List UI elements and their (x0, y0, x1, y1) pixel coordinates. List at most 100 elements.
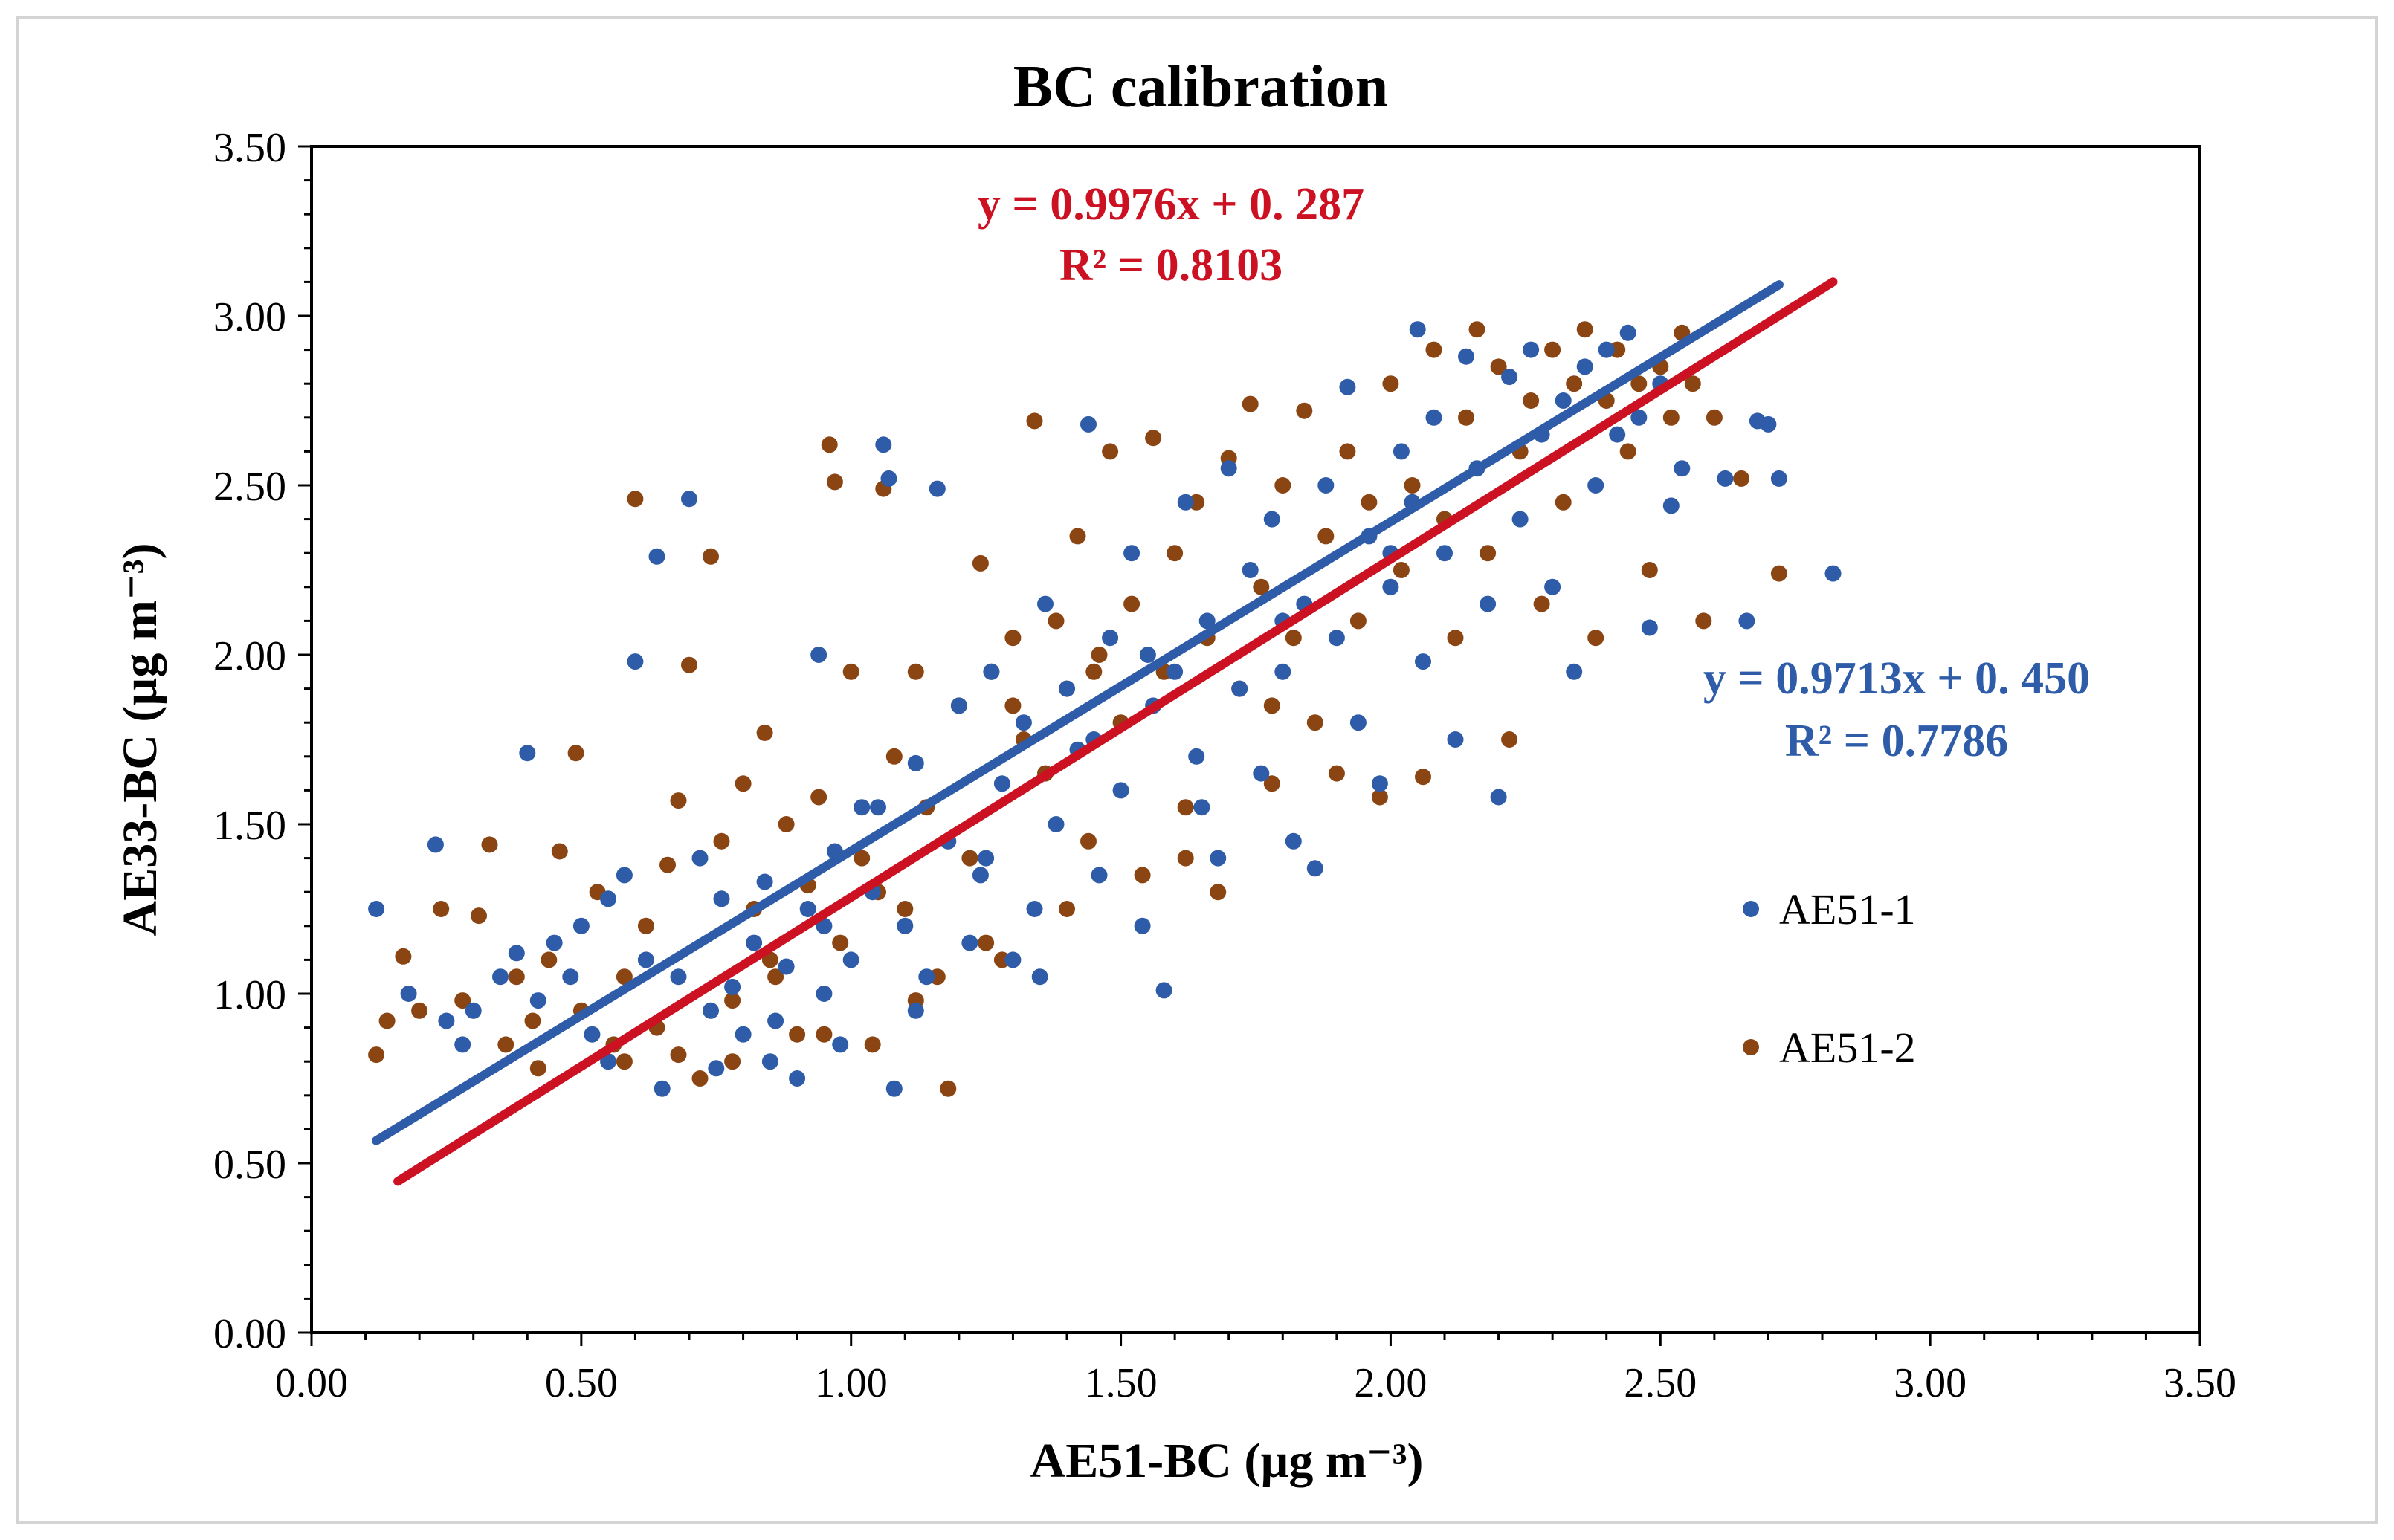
data-point (907, 1002, 924, 1019)
data-point (1091, 647, 1108, 663)
data-point (1274, 663, 1291, 680)
data-point (1447, 630, 1464, 647)
data-point (1339, 443, 1356, 460)
legend-item-ae51-1[interactable]: AE51-1 (1743, 885, 1916, 934)
x-tick-label: 2.50 (1624, 1360, 1697, 1406)
data-point (950, 697, 967, 714)
data-point (1619, 443, 1636, 460)
data-point (1706, 409, 1723, 426)
x-tick-label: 1.50 (1085, 1360, 1158, 1406)
data-point (427, 836, 444, 853)
data-point (529, 992, 546, 1009)
data-point (1306, 860, 1323, 877)
data-point (1026, 901, 1043, 917)
data-point (907, 754, 924, 771)
data-point (1026, 412, 1043, 430)
data-point (854, 799, 871, 816)
data-point (1533, 595, 1550, 612)
data-point (1242, 562, 1259, 578)
data-point (1598, 341, 1615, 358)
data-point (907, 663, 924, 680)
data-point (1555, 392, 1572, 409)
data-point (1576, 358, 1593, 375)
trendline-ae51-2 (393, 277, 1838, 1186)
y-axis: 0.00 0.50 1.00 1.50 2.00 2.50 3.00 3.50 (213, 125, 312, 1357)
legend-item-ae51-2[interactable]: AE51-2 (1743, 1023, 1916, 1072)
data-point (616, 867, 633, 884)
data-point (438, 1012, 455, 1029)
data-point (1404, 477, 1421, 494)
data-point (368, 901, 385, 917)
data-point (1059, 901, 1075, 917)
data-point (1069, 528, 1086, 545)
data-point (810, 789, 827, 806)
data-point (1480, 595, 1497, 612)
data-point (1285, 630, 1302, 647)
data-point (961, 934, 978, 951)
data-point (972, 554, 989, 572)
y-tick-label: 0.00 (213, 1311, 286, 1357)
data-point (1824, 565, 1842, 582)
data-point (1662, 409, 1680, 426)
data-point (1409, 321, 1426, 338)
data-point (1501, 731, 1518, 748)
data-point (713, 890, 730, 908)
data-point (1177, 799, 1194, 816)
data-point (1134, 867, 1151, 884)
data-point (816, 1026, 833, 1043)
data-point (1555, 494, 1572, 511)
legend-marker (1743, 1039, 1759, 1055)
data-point (1123, 545, 1140, 562)
y-axis-label: AE33-BC (µg m⁻³) (113, 543, 167, 936)
data-point (972, 867, 989, 884)
data-point (1630, 375, 1648, 392)
trendline-r2: R² = 0.7786 (1785, 716, 2008, 766)
data-point (524, 1012, 541, 1029)
data-point (546, 934, 563, 951)
data-point (1382, 578, 1399, 595)
data-point (1031, 968, 1048, 986)
data-point (1425, 409, 1442, 426)
data-point (541, 951, 558, 968)
data-point (799, 901, 816, 917)
data-point (1059, 680, 1075, 697)
data-point (1770, 565, 1787, 582)
data-point (1210, 850, 1227, 867)
plot-area-border (310, 145, 2201, 1334)
data-point (940, 1080, 957, 1097)
data-point (1167, 545, 1184, 562)
data-point (395, 948, 412, 965)
x-tick-label: 3.00 (1894, 1360, 1966, 1406)
data-point (551, 843, 568, 860)
data-point (1480, 545, 1497, 562)
data-point (1285, 832, 1302, 850)
data-point (454, 1036, 471, 1053)
data-point (481, 836, 498, 853)
data-point (1684, 375, 1701, 392)
data-point (600, 890, 617, 908)
data-point (1566, 375, 1583, 392)
data-point (1393, 562, 1410, 578)
data-point (1167, 663, 1184, 680)
data-point (983, 663, 1000, 680)
data-point (993, 775, 1010, 792)
data-point (659, 856, 676, 873)
data-point (735, 775, 752, 792)
data-point (465, 1002, 482, 1019)
data-point (1317, 528, 1335, 545)
data-point (929, 480, 946, 497)
data-point (778, 958, 795, 975)
data-point (400, 986, 417, 1002)
data-point (1361, 494, 1378, 511)
data-point (648, 548, 665, 565)
y-tick-label: 2.50 (213, 464, 286, 510)
data-point (1193, 799, 1210, 816)
data-point (1674, 460, 1691, 477)
x-tick-label: 3.50 (2164, 1360, 2236, 1406)
x-tick-label: 0.50 (545, 1360, 618, 1406)
data-point (708, 1060, 725, 1077)
data-point (1328, 765, 1345, 782)
data-point (1037, 595, 1054, 612)
data-point (746, 934, 763, 951)
data-point (1619, 324, 1636, 341)
